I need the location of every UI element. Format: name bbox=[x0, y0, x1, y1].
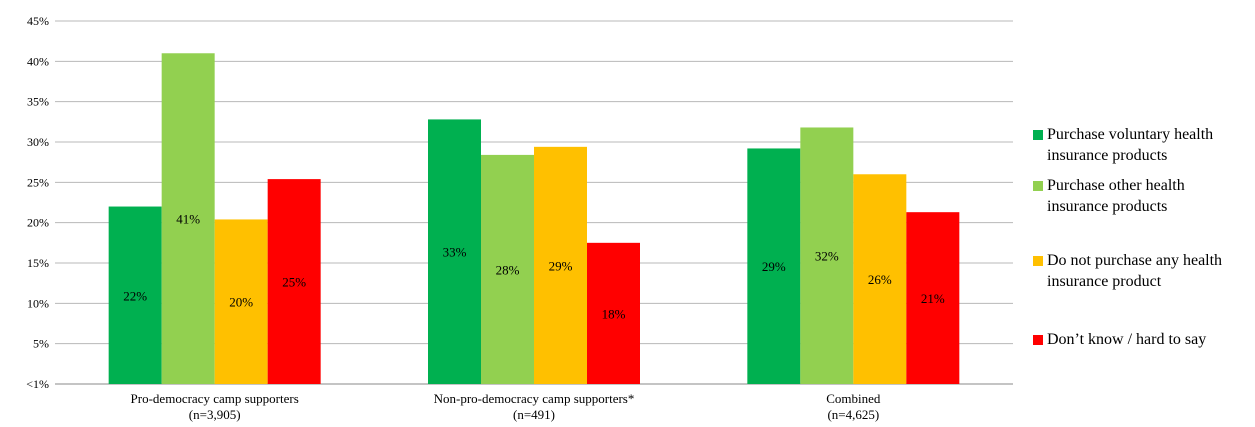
x-tick-label: Combined bbox=[826, 391, 881, 406]
data-label: 32% bbox=[815, 249, 839, 264]
y-tick-label: 15% bbox=[27, 256, 49, 270]
y-tick-label: 10% bbox=[27, 296, 49, 310]
chart-legend: Purchase voluntary health insurance produ… bbox=[1033, 0, 1255, 427]
y-tick-label: 35% bbox=[27, 95, 49, 109]
y-tick-label: <1% bbox=[26, 377, 49, 391]
data-label: 41% bbox=[176, 212, 200, 227]
y-tick-label: 25% bbox=[27, 175, 49, 189]
legend-item-other: Purchase other health insurance products bbox=[1033, 175, 1252, 217]
x-tick-label: (n=4,625) bbox=[827, 407, 879, 422]
legend-label: Don’t know / hard to say bbox=[1047, 331, 1207, 348]
y-tick-label: 40% bbox=[27, 54, 49, 68]
y-tick-label: 30% bbox=[27, 135, 49, 149]
bar bbox=[534, 146, 587, 384]
bar bbox=[214, 219, 268, 384]
legend-label: Do not purchase any health insurance prod… bbox=[1047, 252, 1223, 290]
data-label: 25% bbox=[282, 275, 306, 290]
legend-item-voluntary: Purchase voluntary health insurance produ… bbox=[1033, 124, 1252, 166]
data-label: 29% bbox=[762, 259, 786, 274]
legend-swatch-dont-know bbox=[1033, 335, 1043, 345]
data-label: 26% bbox=[868, 272, 892, 287]
x-axis-ticks: Pro-democracy camp supporters(n=3,905) No… bbox=[131, 391, 881, 422]
legend-label: Purchase voluntary health insurance produ… bbox=[1047, 126, 1214, 164]
data-label: 28% bbox=[496, 262, 520, 277]
legend-item-none: Do not purchase any health insurance prod… bbox=[1033, 250, 1252, 292]
legend-swatch-other bbox=[1033, 181, 1043, 191]
y-axis-ticks: <1% 5% 10% 15% 20% 25% 30% 35% 40% 45% bbox=[26, 14, 49, 391]
data-labels: 22% 41% 20% 25% 33% 28% 29% 18% 29% 32% 26% 21% bbox=[123, 212, 945, 322]
bar bbox=[481, 154, 534, 384]
bar-chart: <1%5%10%15%20%25%30%35%40%45% 22%41%20%2… bbox=[26, 14, 1013, 422]
data-label: 22% bbox=[123, 288, 147, 303]
legend-swatch-voluntary bbox=[1033, 130, 1043, 140]
data-label: 21% bbox=[921, 291, 945, 306]
x-tick-label: (n=491) bbox=[513, 407, 555, 422]
bar bbox=[587, 242, 640, 384]
bar bbox=[853, 174, 907, 384]
data-label: 29% bbox=[549, 258, 573, 273]
data-label: 18% bbox=[602, 306, 626, 321]
y-tick-label: 5% bbox=[33, 337, 49, 351]
bar bbox=[108, 206, 162, 384]
bar bbox=[800, 127, 854, 384]
bar bbox=[428, 119, 481, 384]
bar bbox=[906, 212, 960, 384]
x-tick-label: (n=3,905) bbox=[189, 407, 241, 422]
bar bbox=[161, 53, 215, 385]
y-tick-label: 45% bbox=[27, 14, 49, 28]
bars bbox=[108, 53, 960, 385]
bar bbox=[747, 148, 801, 384]
data-label: 33% bbox=[443, 245, 467, 260]
data-label: 20% bbox=[229, 295, 253, 310]
legend-label: Purchase other health insurance products bbox=[1047, 177, 1185, 215]
x-tick-label: Pro-democracy camp supporters bbox=[131, 391, 299, 406]
legend-item-dont-know: Don’t know / hard to say bbox=[1033, 329, 1252, 350]
y-tick-label: 20% bbox=[27, 216, 49, 230]
bar bbox=[267, 179, 321, 384]
x-tick-label: Non-pro-democracy camp supporters* bbox=[434, 391, 635, 406]
legend-swatch-none bbox=[1033, 256, 1043, 266]
